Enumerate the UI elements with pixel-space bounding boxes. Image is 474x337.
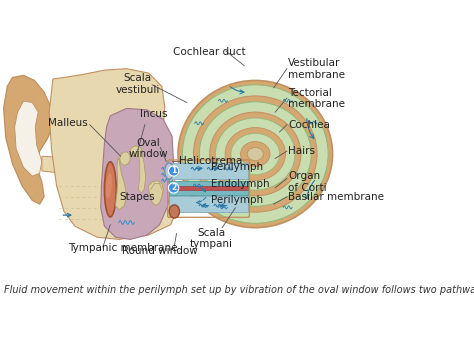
- Text: Perilymph: Perilymph: [211, 162, 263, 172]
- Ellipse shape: [193, 96, 317, 212]
- Polygon shape: [4, 75, 53, 204]
- Text: Helicotrema: Helicotrema: [180, 156, 243, 166]
- Ellipse shape: [104, 162, 116, 217]
- Ellipse shape: [165, 163, 173, 179]
- Ellipse shape: [225, 128, 285, 181]
- Text: Tectorial
membrane: Tectorial membrane: [288, 88, 346, 110]
- Circle shape: [168, 166, 179, 176]
- Ellipse shape: [130, 146, 142, 156]
- Text: Oval
window: Oval window: [129, 138, 168, 159]
- Text: Endolymph: Endolymph: [211, 179, 270, 189]
- Text: Cochlear duct: Cochlear duct: [173, 47, 246, 57]
- Text: 2: 2: [171, 183, 176, 192]
- Text: Vestibular
membrane: Vestibular membrane: [288, 58, 346, 80]
- Text: Cochlea: Cochlea: [288, 120, 330, 130]
- Text: Basilar membrane: Basilar membrane: [288, 192, 384, 202]
- Text: Stapes: Stapes: [120, 192, 155, 202]
- Polygon shape: [116, 158, 127, 210]
- Polygon shape: [49, 69, 176, 239]
- FancyBboxPatch shape: [169, 163, 248, 179]
- Ellipse shape: [216, 118, 295, 190]
- Polygon shape: [42, 156, 108, 178]
- Text: Organ
of Corti: Organ of Corti: [288, 171, 327, 192]
- FancyBboxPatch shape: [169, 181, 248, 195]
- Circle shape: [168, 183, 179, 193]
- FancyBboxPatch shape: [169, 186, 248, 190]
- Ellipse shape: [106, 173, 112, 198]
- FancyBboxPatch shape: [169, 196, 248, 212]
- Text: Round window: Round window: [122, 246, 198, 256]
- Polygon shape: [148, 181, 163, 206]
- Ellipse shape: [178, 81, 333, 228]
- Ellipse shape: [210, 112, 301, 196]
- Text: Scala
vestibuli: Scala vestibuli: [115, 73, 160, 95]
- Polygon shape: [15, 101, 42, 176]
- Text: Tympanic membrane: Tympanic membrane: [68, 243, 177, 253]
- Text: Scala
tympani: Scala tympani: [190, 228, 233, 249]
- Text: Incus: Incus: [140, 110, 167, 119]
- Text: Malleus: Malleus: [48, 118, 88, 128]
- Ellipse shape: [231, 133, 280, 175]
- Ellipse shape: [247, 147, 264, 161]
- Text: Hairs: Hairs: [288, 146, 315, 156]
- Text: Fluid movement within the perilymph set up by vibration of the oval window follo: Fluid movement within the perilymph set …: [4, 285, 474, 295]
- Ellipse shape: [120, 152, 130, 165]
- Text: 1: 1: [171, 166, 176, 176]
- Polygon shape: [138, 151, 146, 193]
- Text: Perilymph: Perilymph: [211, 195, 263, 206]
- Ellipse shape: [169, 205, 180, 218]
- Ellipse shape: [200, 102, 311, 206]
- Ellipse shape: [182, 85, 328, 223]
- Polygon shape: [101, 109, 173, 239]
- Ellipse shape: [241, 142, 270, 166]
